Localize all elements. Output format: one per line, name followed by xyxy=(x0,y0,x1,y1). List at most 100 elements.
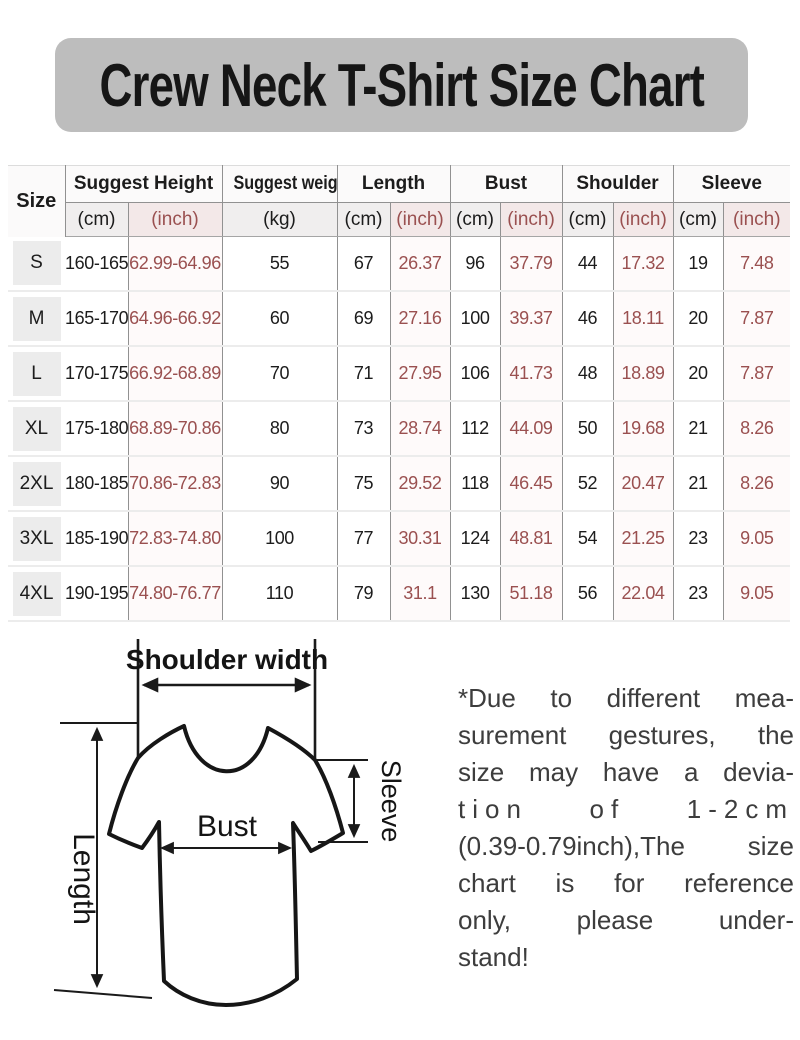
height-inch-cell: 64.96-66.92 xyxy=(128,291,223,346)
length-inch-cell: 30.31 xyxy=(390,511,451,566)
size-cell: 3XL xyxy=(8,511,65,566)
col-header-sleeve: Sleeve xyxy=(673,165,791,203)
sleeve-cm-cell: 21 xyxy=(673,456,724,511)
size-cell: M xyxy=(8,291,65,346)
unit-height-inch: (inch) xyxy=(128,202,223,237)
length-cm-cell: 75 xyxy=(337,456,391,511)
sleeve-inch-cell: 7.48 xyxy=(723,236,791,291)
weight-kg-cell: 55 xyxy=(222,236,338,291)
height-inch-cell: 66.92-68.89 xyxy=(128,346,223,401)
height-inch-cell: 74.80-76.77 xyxy=(128,566,223,621)
table-header-unit-row: (cm) (inch) (kg) (cm) (inch) (cm) (inch)… xyxy=(8,202,791,237)
bust-cm-cell: 124 xyxy=(450,511,501,566)
size-label: L xyxy=(12,351,61,396)
bust-cm-cell: 118 xyxy=(450,456,501,511)
height-cm-cell: 180-185 xyxy=(65,456,129,511)
size-cell: 2XL xyxy=(8,456,65,511)
disclaimer-line: *Due to different mea- xyxy=(458,683,794,713)
shoulder-inch-cell: 18.89 xyxy=(613,346,674,401)
size-label: M xyxy=(12,296,61,341)
shoulder-cm-cell: 50 xyxy=(562,401,614,456)
sleeve-inch-cell: 9.05 xyxy=(723,566,791,621)
weight-kg-cell: 70 xyxy=(222,346,338,401)
sleeve-cm-cell: 21 xyxy=(673,401,724,456)
bust-inch-cell: 39.37 xyxy=(500,291,563,346)
bust-label: Bust xyxy=(197,810,258,843)
length-cm-cell: 79 xyxy=(337,566,391,621)
weight-kg-cell: 110 xyxy=(222,566,338,621)
sleeve-inch-cell: 8.26 xyxy=(723,401,791,456)
bust-cm-cell: 106 xyxy=(450,346,501,401)
length-inch-cell: 27.16 xyxy=(390,291,451,346)
table-header-group-row: Size Suggest Height Suggest weight Lengt… xyxy=(8,165,791,237)
length-ext-line-bottom xyxy=(53,989,153,999)
sleeve-cm-cell: 23 xyxy=(673,511,724,566)
table-row: XL 175-180 68.89-70.86 80 73 28.74 112 4… xyxy=(8,401,791,456)
title-banner: Crew Neck T-Shirt Size Chart xyxy=(55,38,748,132)
col-header-size: Size xyxy=(8,165,66,237)
sleeve-inch-cell: 9.05 xyxy=(723,511,791,566)
weight-kg-cell: 90 xyxy=(222,456,338,511)
length-cm-cell: 77 xyxy=(337,511,391,566)
col-header-length: Length xyxy=(337,165,451,203)
disclaimer-line: surement gestures, the xyxy=(458,720,794,750)
table-row: L 170-175 66.92-68.89 70 71 27.95 106 41… xyxy=(8,346,791,401)
bust-inch-cell: 48.81 xyxy=(500,511,563,566)
length-inch-cell: 27.95 xyxy=(390,346,451,401)
shoulder-inch-cell: 21.25 xyxy=(613,511,674,566)
height-inch-cell: 62.99-64.96 xyxy=(128,236,223,291)
unit-height-cm: (cm) xyxy=(65,202,129,237)
col-header-suggest-weight-label: Suggest weight xyxy=(233,173,337,194)
col-header-suggest-height: Suggest Height xyxy=(65,165,223,203)
height-cm-cell: 160-165 xyxy=(65,236,129,291)
table-row: 3XL 185-190 72.83-74.80 100 77 30.31 124… xyxy=(8,511,791,566)
unit-shoulder-cm: (cm) xyxy=(562,202,614,237)
table-row: S 160-165 62.99-64.96 55 67 26.37 96 37.… xyxy=(8,236,791,291)
sleeve-inch-cell: 7.87 xyxy=(723,291,791,346)
shoulder-cm-cell: 46 xyxy=(562,291,614,346)
size-label: 3XL xyxy=(12,516,61,561)
measurement-disclaimer: *Due to different mea- surement gestures… xyxy=(458,680,794,976)
shoulder-inch-cell: 20.47 xyxy=(613,456,674,511)
length-cm-cell: 67 xyxy=(337,236,391,291)
shoulder-cm-cell: 54 xyxy=(562,511,614,566)
sleeve-cm-cell: 20 xyxy=(673,291,724,346)
length-inch-cell: 31.1 xyxy=(390,566,451,621)
length-cm-cell: 71 xyxy=(337,346,391,401)
unit-length-cm: (cm) xyxy=(337,202,391,237)
unit-sleeve-inch: (inch) xyxy=(723,202,791,237)
size-cell: L xyxy=(8,346,65,401)
unit-length-inch: (inch) xyxy=(390,202,451,237)
length-inch-cell: 29.52 xyxy=(390,456,451,511)
tshirt-outline xyxy=(107,724,345,1007)
sleeve-cm-cell: 23 xyxy=(673,566,724,621)
bust-cm-cell: 112 xyxy=(450,401,501,456)
size-cell: 4XL xyxy=(8,566,65,621)
shoulder-inch-cell: 18.11 xyxy=(613,291,674,346)
shoulder-inch-cell: 19.68 xyxy=(613,401,674,456)
col-header-suggest-weight: Suggest weight xyxy=(222,165,338,203)
unit-weight-kg: (kg) xyxy=(222,202,338,237)
length-inch-cell: 26.37 xyxy=(390,236,451,291)
disclaimer-line: size may have a devia- xyxy=(458,757,794,787)
disclaimer-line: only, please under- xyxy=(458,905,794,935)
shoulder-cm-cell: 56 xyxy=(562,566,614,621)
bust-inch-cell: 51.18 xyxy=(500,566,563,621)
tshirt-measurement-diagram: Shoulder width Length Bust Sleeve xyxy=(53,639,406,1007)
bust-inch-cell: 37.79 xyxy=(500,236,563,291)
disclaimer-line: tion of 1-2cm xyxy=(458,794,794,824)
bust-cm-cell: 130 xyxy=(450,566,501,621)
shoulder-cm-cell: 52 xyxy=(562,456,614,511)
sleeve-cm-cell: 20 xyxy=(673,346,724,401)
size-label: 4XL xyxy=(12,571,61,616)
shoulder-inch-cell: 17.32 xyxy=(613,236,674,291)
unit-bust-inch: (inch) xyxy=(500,202,563,237)
weight-kg-cell: 80 xyxy=(222,401,338,456)
size-label: S xyxy=(12,241,61,286)
height-cm-cell: 165-170 xyxy=(65,291,129,346)
size-table: Size Suggest Height Suggest weight Lengt… xyxy=(8,165,791,622)
col-header-shoulder: Shoulder xyxy=(562,165,674,203)
weight-kg-cell: 100 xyxy=(222,511,338,566)
shoulder-width-label: Shoulder width xyxy=(126,644,328,675)
